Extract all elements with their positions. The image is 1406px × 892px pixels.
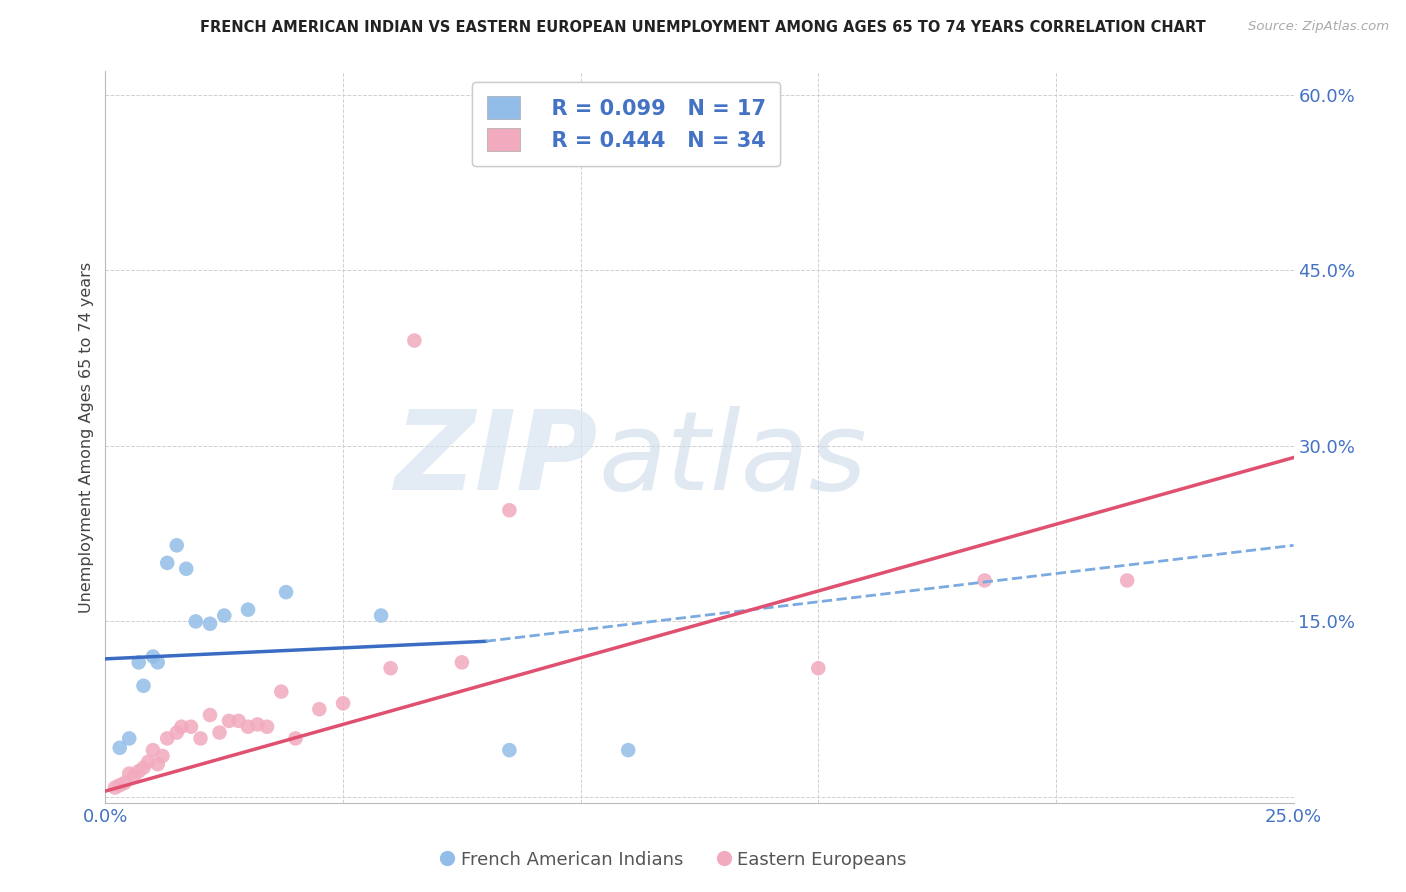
Point	[118, 731, 141, 746]
Point	[228, 714, 250, 728]
Point	[190, 731, 212, 746]
Point	[132, 761, 155, 775]
Point	[146, 757, 169, 772]
Point	[146, 656, 169, 670]
Point	[218, 714, 240, 728]
Point	[256, 720, 278, 734]
Point	[617, 743, 640, 757]
Point	[270, 684, 292, 698]
Text: atlas: atlas	[599, 406, 868, 513]
Point	[236, 720, 259, 734]
Point	[170, 720, 193, 734]
Point	[807, 661, 830, 675]
Point	[274, 585, 297, 599]
Point	[498, 743, 520, 757]
Point	[450, 656, 472, 670]
Point	[973, 574, 995, 588]
Text: Source: ZipAtlas.com: Source: ZipAtlas.com	[1249, 20, 1389, 33]
Point	[380, 661, 402, 675]
Point	[236, 603, 259, 617]
Text: ZIP: ZIP	[395, 406, 599, 513]
Point	[136, 755, 159, 769]
Point	[498, 503, 520, 517]
Point	[174, 562, 197, 576]
Text: FRENCH AMERICAN INDIAN VS EASTERN EUROPEAN UNEMPLOYMENT AMONG AGES 65 TO 74 YEAR: FRENCH AMERICAN INDIAN VS EASTERN EUROPE…	[200, 20, 1206, 35]
Legend:   R = 0.099   N = 17,   R = 0.444   N = 34: R = 0.099 N = 17, R = 0.444 N = 34	[472, 82, 780, 166]
Point	[128, 764, 150, 779]
Point	[208, 725, 231, 739]
Point	[1116, 574, 1139, 588]
Point	[308, 702, 330, 716]
Point	[118, 766, 141, 780]
Point	[152, 749, 174, 764]
Point	[156, 731, 179, 746]
Point	[404, 334, 426, 348]
Point	[166, 725, 188, 739]
Point	[246, 717, 269, 731]
Point	[142, 743, 165, 757]
Point	[108, 778, 131, 792]
Point	[284, 731, 307, 746]
Point	[166, 538, 188, 552]
Point	[184, 615, 207, 629]
Point	[332, 696, 354, 710]
Point	[370, 608, 392, 623]
Point	[214, 608, 236, 623]
Legend: French American Indians, Eastern Europeans: French American Indians, Eastern Europea…	[436, 844, 914, 876]
Point	[128, 656, 150, 670]
Point	[198, 616, 221, 631]
Point	[108, 740, 131, 755]
Point	[132, 679, 155, 693]
Point	[104, 780, 127, 795]
Point	[156, 556, 179, 570]
Point	[198, 708, 221, 723]
Point	[114, 776, 136, 790]
Point	[180, 720, 202, 734]
Y-axis label: Unemployment Among Ages 65 to 74 years: Unemployment Among Ages 65 to 74 years	[79, 261, 94, 613]
Point	[122, 769, 145, 783]
Point	[142, 649, 165, 664]
